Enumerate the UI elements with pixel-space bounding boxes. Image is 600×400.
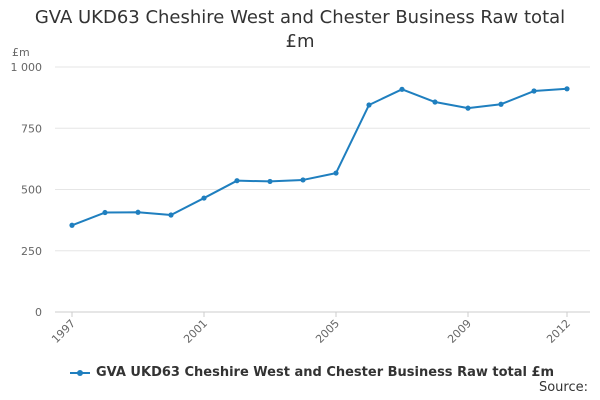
data-point[interactable] xyxy=(432,99,438,105)
y-tick-label: 0 xyxy=(35,306,42,319)
data-point[interactable] xyxy=(333,170,339,176)
data-point[interactable] xyxy=(399,86,405,92)
data-point[interactable] xyxy=(267,178,273,185)
y-axis: 0 250 500 750 1 000 xyxy=(11,61,43,319)
data-point[interactable] xyxy=(366,102,372,108)
source-label: Source: xyxy=(538,380,588,395)
x-tick-label: 1997 xyxy=(49,317,78,346)
gridlines xyxy=(55,66,590,313)
legend-line-icon xyxy=(70,367,90,379)
series-line xyxy=(71,87,568,227)
plot-area xyxy=(69,86,570,228)
chart-title-line-2: £m xyxy=(285,31,315,52)
data-point[interactable] xyxy=(564,86,570,92)
data-point[interactable] xyxy=(531,88,537,94)
x-tick-label: 2012 xyxy=(544,317,573,346)
legend[interactable]: GVA UKD63 Cheshire West and Chester Busi… xyxy=(70,365,554,380)
data-point[interactable] xyxy=(300,177,306,183)
x-tick-label: 2009 xyxy=(445,317,474,346)
legend-entry: GVA UKD63 Cheshire West and Chester Busi… xyxy=(96,365,555,380)
y-tick-label: 250 xyxy=(21,245,42,258)
data-point[interactable] xyxy=(498,101,504,107)
y-tick-label: 1 000 xyxy=(11,61,43,74)
data-point[interactable] xyxy=(234,178,240,184)
y-tick-label: 750 xyxy=(21,122,42,135)
chart-title-line-1: GVA UKD63 Cheshire West and Chester Busi… xyxy=(34,7,566,28)
x-axis: 1997 2001 2005 2009 2012 xyxy=(49,312,573,346)
chart-title: GVA UKD63 Cheshire West and Chester Busi… xyxy=(0,6,600,54)
data-point[interactable] xyxy=(69,222,75,228)
data-point[interactable] xyxy=(102,209,108,216)
data-point[interactable] xyxy=(135,209,141,215)
y-axis-label: £m xyxy=(12,46,30,59)
x-tick-label: 2001 xyxy=(181,317,210,346)
y-tick-label: 500 xyxy=(21,184,42,197)
data-point[interactable] xyxy=(465,105,471,111)
data-point[interactable] xyxy=(168,212,174,218)
data-point[interactable] xyxy=(201,195,207,201)
x-tick-label: 2005 xyxy=(313,317,342,346)
